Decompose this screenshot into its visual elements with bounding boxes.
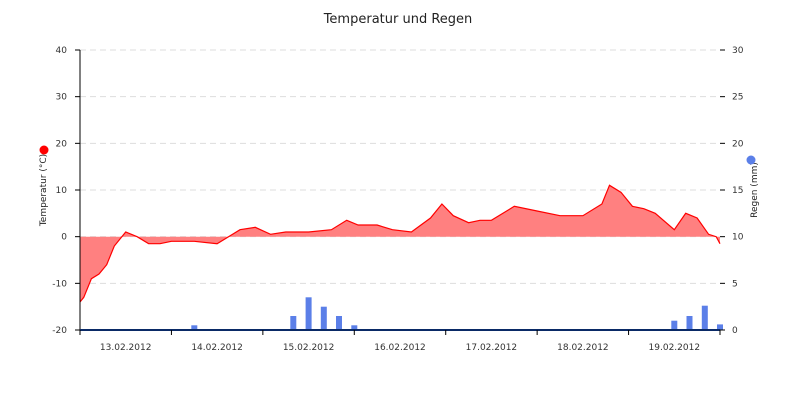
right-axis-title: Regen (mm) <box>750 162 760 218</box>
right-tick-label: 0 <box>732 326 738 336</box>
x-tick-label: 15.02.2012 <box>283 343 335 353</box>
left-tick-label: -20 <box>52 326 67 336</box>
rain-bar <box>336 316 342 330</box>
right-tick-label: 15 <box>732 186 743 196</box>
left-tick-label: 40 <box>56 46 68 56</box>
left-tick-label: 20 <box>56 139 68 149</box>
right-tick-label: 20 <box>732 139 744 149</box>
label-layer: -20 0 -10 5 0 10 10 15 20 20 30 25 40 30 13.02.2012 14.… <box>39 46 760 353</box>
x-tick-label: 19.02.2012 <box>649 343 701 353</box>
temperature-marker-icon <box>39 145 49 155</box>
rain-bar <box>320 306 327 330</box>
right-tick-label: 25 <box>732 93 743 103</box>
left-axis-title: Temperatur (°C) <box>39 154 49 227</box>
temperature-line <box>79 184 721 303</box>
rain-marker-icon <box>746 155 756 165</box>
right-tick-label: 30 <box>732 46 744 56</box>
rain-bar <box>701 305 708 330</box>
rain-bar-layer <box>191 297 723 330</box>
left-tick-label: 10 <box>56 186 68 196</box>
axis-layer <box>75 49 725 335</box>
rain-bar <box>305 297 312 330</box>
rain-bar <box>191 325 198 330</box>
right-tick-label: 10 <box>732 233 744 243</box>
grid-layer <box>80 49 720 284</box>
x-tick-label: 13.02.2012 <box>100 343 152 353</box>
chart-title: Temperatur und Regen <box>323 12 473 27</box>
rain-bar <box>671 320 678 330</box>
rain-bar <box>686 316 693 330</box>
x-tick-label: 16.02.2012 <box>374 343 426 353</box>
rain-bar <box>290 316 297 330</box>
left-tick-label: 0 <box>61 233 67 243</box>
rain-bar <box>717 324 723 330</box>
rain-bar <box>351 325 358 330</box>
left-tick-label: -10 <box>52 279 67 289</box>
x-tick-label: 14.02.2012 <box>191 343 243 353</box>
temperature-area-layer <box>79 184 721 303</box>
temperature-area <box>80 185 720 302</box>
x-tick-label: 18.02.2012 <box>557 343 609 353</box>
left-tick-label: 30 <box>56 93 68 103</box>
right-tick-label: 5 <box>732 279 738 289</box>
x-tick-label: 17.02.2012 <box>466 343 518 353</box>
